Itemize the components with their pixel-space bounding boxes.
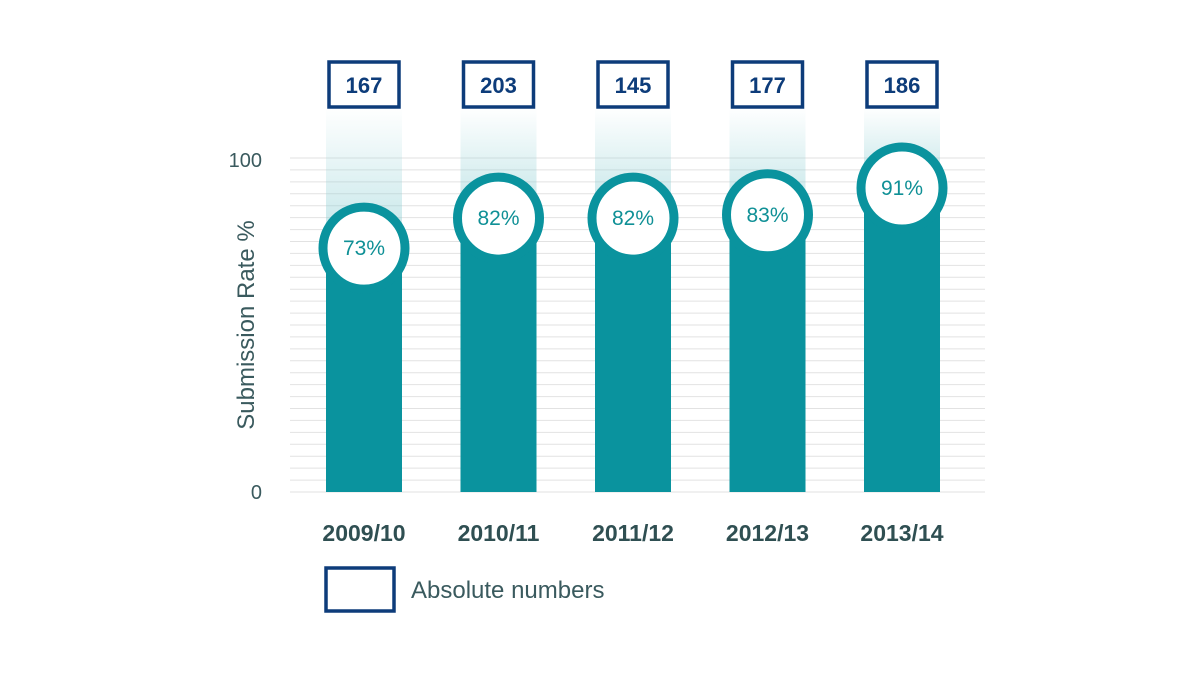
x-tick-label: 2013/14 [860, 520, 943, 546]
y-tick-min: 0 [251, 482, 262, 504]
x-tick-label: 2009/10 [322, 520, 405, 546]
value-circle [722, 169, 813, 261]
count-box [327, 60, 401, 109]
value-circle [856, 142, 948, 234]
count-box [865, 60, 939, 109]
legend: Absolute numbers [324, 566, 604, 613]
bar [460, 218, 537, 492]
absolute-number-label: 177 [749, 73, 786, 98]
data-label: 83% [746, 204, 788, 227]
legend-swatch [324, 566, 396, 613]
count-box [461, 60, 536, 109]
value-circle [587, 172, 679, 264]
value-circle [318, 202, 410, 294]
absolute-number-label: 203 [480, 73, 517, 98]
bar [729, 214, 806, 492]
bars [326, 188, 940, 492]
y-axis-title: Submission Rate % [233, 220, 260, 429]
data-label: 82% [612, 207, 654, 230]
count-box [730, 60, 805, 109]
data-label: 91% [881, 177, 923, 200]
absolute-number-label: 145 [615, 73, 652, 98]
y-tick-max: 100 [229, 150, 262, 172]
x-tick-label: 2011/12 [592, 520, 674, 546]
data-label: 73% [343, 237, 385, 260]
absolute-number-label: 167 [346, 73, 383, 98]
count-box [596, 60, 670, 109]
absolute-number-label: 186 [884, 73, 921, 98]
category-labels: 2009/10 2010/11 2011/12 2012/13 2013/14 [322, 520, 943, 546]
count-boxes: 167 203 145 177 186 [327, 60, 939, 109]
data-label: 82% [477, 207, 519, 230]
bar [864, 188, 940, 492]
x-tick-label: 2012/13 [726, 520, 809, 546]
x-tick-label: 2010/11 [458, 520, 540, 546]
bar [595, 218, 671, 492]
value-circle [453, 172, 544, 264]
legend-label: Absolute numbers [411, 577, 604, 604]
value-circles: 73% 82% 82% 83% 91% [318, 142, 948, 294]
